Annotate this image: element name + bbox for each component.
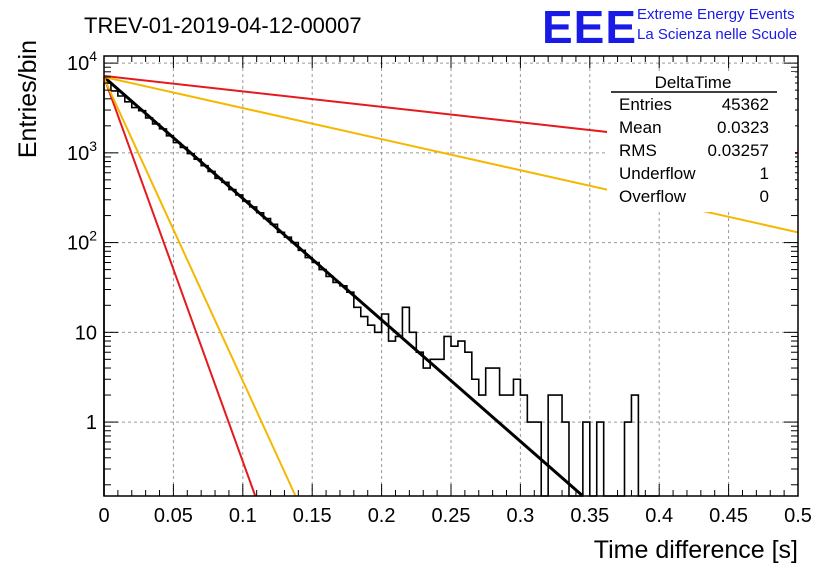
logo-line-2: La Scienza nelle Scuole — [637, 26, 797, 43]
stats-row-label: Underflow — [619, 164, 696, 183]
x-axis-label: Time difference [s] — [594, 536, 798, 564]
y-tick-labels: 1 10 102 103 104 — [67, 48, 97, 434]
fit-line-1 — [103, 75, 584, 498]
stats-rows: Entries 45362 Mean 0.0323 RMS 0.03257 Underflo… — [619, 95, 769, 206]
stats-row-label: Entries — [619, 95, 672, 114]
stats-box-name: DeltaTime — [655, 73, 732, 92]
x-tick-label: 0.45 — [709, 505, 748, 527]
x-tick-label: 0.5 — [784, 505, 812, 527]
stats-box-background — [607, 72, 795, 212]
histogram — [103, 82, 660, 497]
x-tick-label: 0.25 — [432, 505, 471, 527]
fit-line-5 — [103, 77, 297, 497]
x-tick-label: 0.1 — [229, 505, 257, 527]
y-axis-label: Entries/bin — [14, 40, 42, 158]
stats-row-value: 0.0323 — [717, 118, 769, 137]
x-tick-labels: 0 0.05 0.1 0.15 0.2 0.25 0.3 0.35 0.4 0.45 0.5 — [98, 505, 811, 527]
stats-row-value: 1 — [760, 164, 769, 183]
y-tick-label: 10 — [75, 322, 97, 344]
y-tick-label: 104 — [67, 48, 97, 75]
x-tick-label: 0.35 — [570, 505, 609, 527]
x-tick-label: 0.2 — [368, 505, 396, 527]
x-tick-label: 0.15 — [293, 505, 332, 527]
x-tick-label: 0 — [98, 505, 109, 527]
y-tick-label: 1 — [86, 412, 97, 434]
x-tick-label: 0.05 — [154, 505, 193, 527]
stats-row-label: RMS — [619, 141, 657, 160]
x-tick-label: 0.4 — [645, 505, 673, 527]
stats-row-value: 0.03257 — [708, 141, 769, 160]
stats-row-label: Mean — [619, 118, 662, 137]
histogram-outline — [103, 82, 660, 497]
stats-row-value: 45362 — [722, 95, 769, 114]
logo-line-1: Extreme Energy Events — [637, 6, 795, 23]
fit-line-4 — [103, 76, 257, 497]
x-tick-label: 0.3 — [506, 505, 534, 527]
y-tick-label: 102 — [67, 228, 97, 255]
stats-box: DeltaTime Entries 45362 Mean 0.0323 RMS 0.032… — [607, 72, 795, 212]
y-tick-label: 103 — [67, 138, 97, 165]
eee-logo: EEE — [542, 1, 637, 53]
chart-title: TREV-01-2019-04-12-00007 — [84, 13, 362, 38]
stats-row-value: 0 — [760, 187, 769, 206]
stats-row-label: Overflow — [619, 187, 687, 206]
